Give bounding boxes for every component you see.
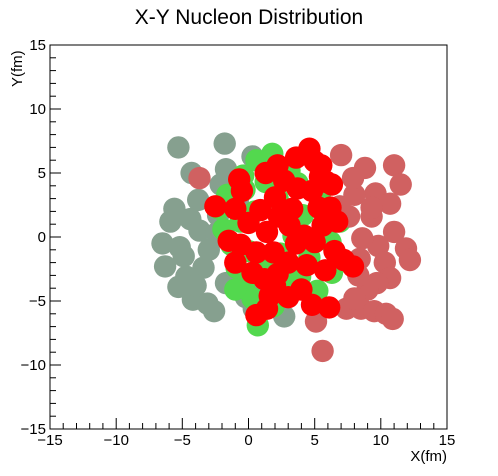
data-point-series-2: [304, 310, 328, 333]
data-point-series-2: [329, 143, 353, 167]
data-point-series-0: [184, 274, 207, 297]
y-tick-label: 15: [29, 37, 46, 54]
data-point-series-3: [308, 165, 332, 188]
data-point-series-0: [179, 207, 202, 231]
data-point-series-2: [341, 166, 365, 190]
x-tick-label: 10: [372, 432, 389, 449]
data-points: [151, 132, 422, 363]
y-tick-label: 5: [38, 165, 46, 182]
data-point-series-3: [228, 168, 251, 191]
data-point-series-3: [341, 255, 365, 278]
data-point-series-3: [300, 293, 324, 316]
y-axis-label: Y(fm): [9, 50, 26, 87]
axis-ticks: [49, 44, 448, 430]
data-point-series-2: [188, 166, 211, 190]
data-point-series-0: [197, 238, 220, 261]
data-point-series-2: [389, 173, 412, 196]
data-point-series-0: [159, 210, 182, 233]
data-point-series-2: [382, 220, 406, 244]
data-point-series-2: [360, 196, 383, 219]
data-point-series-3: [263, 186, 287, 209]
data-point-series-3: [311, 214, 334, 237]
data-point-series-3: [318, 296, 341, 319]
data-point-series-0: [213, 132, 236, 155]
data-point-series-3: [255, 220, 279, 244]
x-tick-label: 5: [311, 432, 319, 449]
x-tick-label: −10: [103, 432, 128, 449]
data-point-series-2: [343, 287, 366, 310]
y-tick-label: 0: [38, 229, 46, 246]
y-tick-label: −10: [21, 357, 46, 374]
x-tick-label: −5: [174, 432, 191, 449]
data-point-series-0: [153, 255, 177, 278]
x-tick-label: 15: [439, 432, 456, 449]
data-point-series-3: [263, 274, 287, 297]
data-point-series-3: [292, 224, 316, 247]
data-point-series-0: [167, 275, 190, 299]
data-point-series-2: [311, 339, 334, 363]
data-point-series-2: [378, 192, 402, 215]
data-point-series-3: [266, 154, 289, 177]
chart-title: X-Y Nucleon Distribution: [135, 6, 363, 29]
y-tick-label: −15: [21, 421, 46, 438]
data-point-series-3: [295, 254, 318, 277]
data-point-series-2: [351, 227, 374, 250]
data-point-series-3: [229, 233, 252, 256]
data-point-series-3: [224, 197, 247, 220]
data-point-series-1: [224, 278, 247, 301]
y-tick-label: −5: [29, 293, 46, 310]
data-point-series-0: [172, 245, 195, 268]
data-point-series-2: [382, 154, 406, 177]
x-axis-label: X(fm): [410, 448, 447, 465]
data-point-series-2: [381, 307, 404, 331]
data-point-series-0: [167, 136, 190, 159]
data-point-series-3: [224, 251, 247, 274]
data-point-series-3: [237, 211, 260, 235]
data-point-series-3: [204, 195, 227, 218]
data-point-series-0: [192, 256, 215, 279]
x-tick-label: 0: [244, 432, 252, 449]
data-point-series-0: [151, 232, 174, 255]
x-tick-label: −15: [37, 432, 62, 449]
data-point-series-3: [286, 177, 309, 200]
data-point-series-3: [255, 297, 279, 320]
data-point-series-3: [281, 197, 304, 220]
y-tick-label: 10: [29, 101, 46, 118]
tick-labels: −15 −10 −5 0 5 10 15 −15 −10 −5 0 5 10 15: [21, 37, 456, 449]
data-point-series-0: [187, 188, 210, 212]
data-point-series-3: [262, 241, 285, 264]
data-point-series-2: [398, 248, 422, 272]
data-point-series-3: [314, 259, 337, 282]
data-point-series-0: [202, 300, 226, 323]
